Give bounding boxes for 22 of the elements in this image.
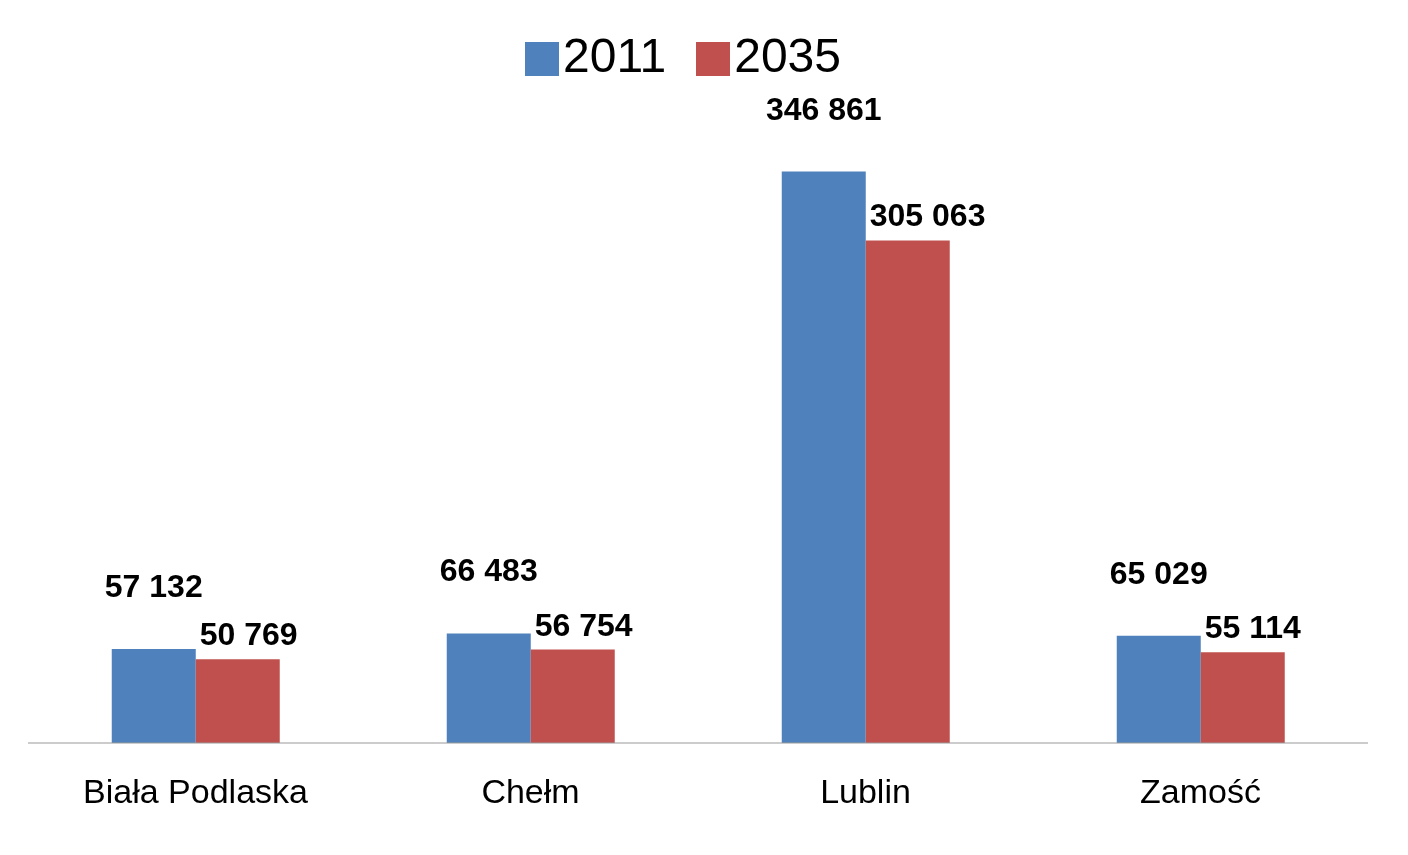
x-tick-label: Zamość [1140,772,1261,811]
data-label: 65 029 [1109,554,1208,591]
data-label: 66 483 [439,552,538,589]
bar [530,649,615,743]
data-label: 346 861 [765,90,882,127]
data-label: 55 114 [1204,609,1302,646]
bar [781,171,866,743]
bar [1116,635,1201,743]
bar [865,240,950,743]
legend-label: 2035 [734,29,841,82]
x-tick-label: Chełm [481,772,580,811]
legend-label: 2011 [563,29,667,82]
data-label: 57 132 [104,567,203,604]
data-label: 50 769 [199,616,298,653]
x-tick-label: Biała Podlaska [83,772,309,811]
data-label: 305 063 [869,197,986,234]
bar [195,659,280,743]
data-label: 56 754 [534,606,633,643]
bar [446,633,531,743]
bar [1200,652,1285,743]
bar [111,648,196,743]
x-tick-label: Lublin [820,772,911,811]
